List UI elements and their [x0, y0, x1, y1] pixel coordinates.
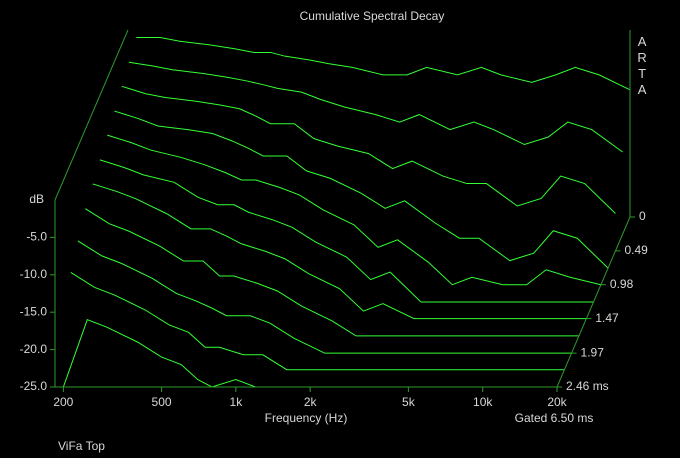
y-tick-label: -20.0 [20, 342, 48, 356]
decay-slice [99, 159, 594, 303]
x-tick-label: 2k [304, 395, 318, 409]
left-depth-axis [54, 29, 129, 201]
decay-slice [136, 36, 631, 91]
slice-mask [77, 240, 572, 354]
x-tick-label: 500 [152, 395, 172, 409]
z-tick-label: 1.47 [595, 311, 619, 325]
x-tick-label: 1k [230, 395, 244, 409]
x-tick-label: 5k [402, 395, 416, 409]
z-tick-label: 0 [639, 209, 646, 223]
x-tick-label: 20k [547, 395, 567, 409]
decay-slice [70, 272, 565, 371]
y-tick-label: -10.0 [20, 267, 48, 281]
y-tick-label: -25.0 [20, 379, 48, 393]
x-axis-label: Frequency (Hz) [265, 411, 348, 425]
decay-slice [128, 61, 623, 153]
decay-slice [77, 240, 572, 354]
y-tick-label: -15.0 [20, 304, 48, 318]
y-axis-label: dB [29, 192, 44, 206]
decay-slice [107, 134, 602, 286]
slice-mask [70, 272, 565, 370]
x-tick-label: 200 [53, 395, 73, 409]
slices [62, 36, 631, 388]
decay-slice [121, 85, 616, 214]
footer: ViFa Top [58, 439, 105, 453]
chart-title: Cumulative Spectral Decay [300, 9, 445, 23]
decay-slice [114, 110, 609, 269]
slice-mask [85, 208, 579, 336]
brand: ARTA [635, 34, 650, 98]
z-tick-label: 0.49 [624, 243, 648, 257]
frame [54, 29, 631, 388]
decay-slice [92, 183, 587, 320]
x-tick-label: 10k [473, 395, 493, 409]
z-tick-label: 0.98 [610, 277, 634, 291]
decay-slice [85, 208, 579, 337]
z-tick-label: 2.46 ms [566, 379, 609, 393]
z-axis [556, 216, 631, 388]
y-tick-label: -5.0 [26, 230, 47, 244]
gate-label: Gated 6.50 ms [515, 411, 594, 425]
z-tick-label: 1.97 [581, 345, 605, 359]
